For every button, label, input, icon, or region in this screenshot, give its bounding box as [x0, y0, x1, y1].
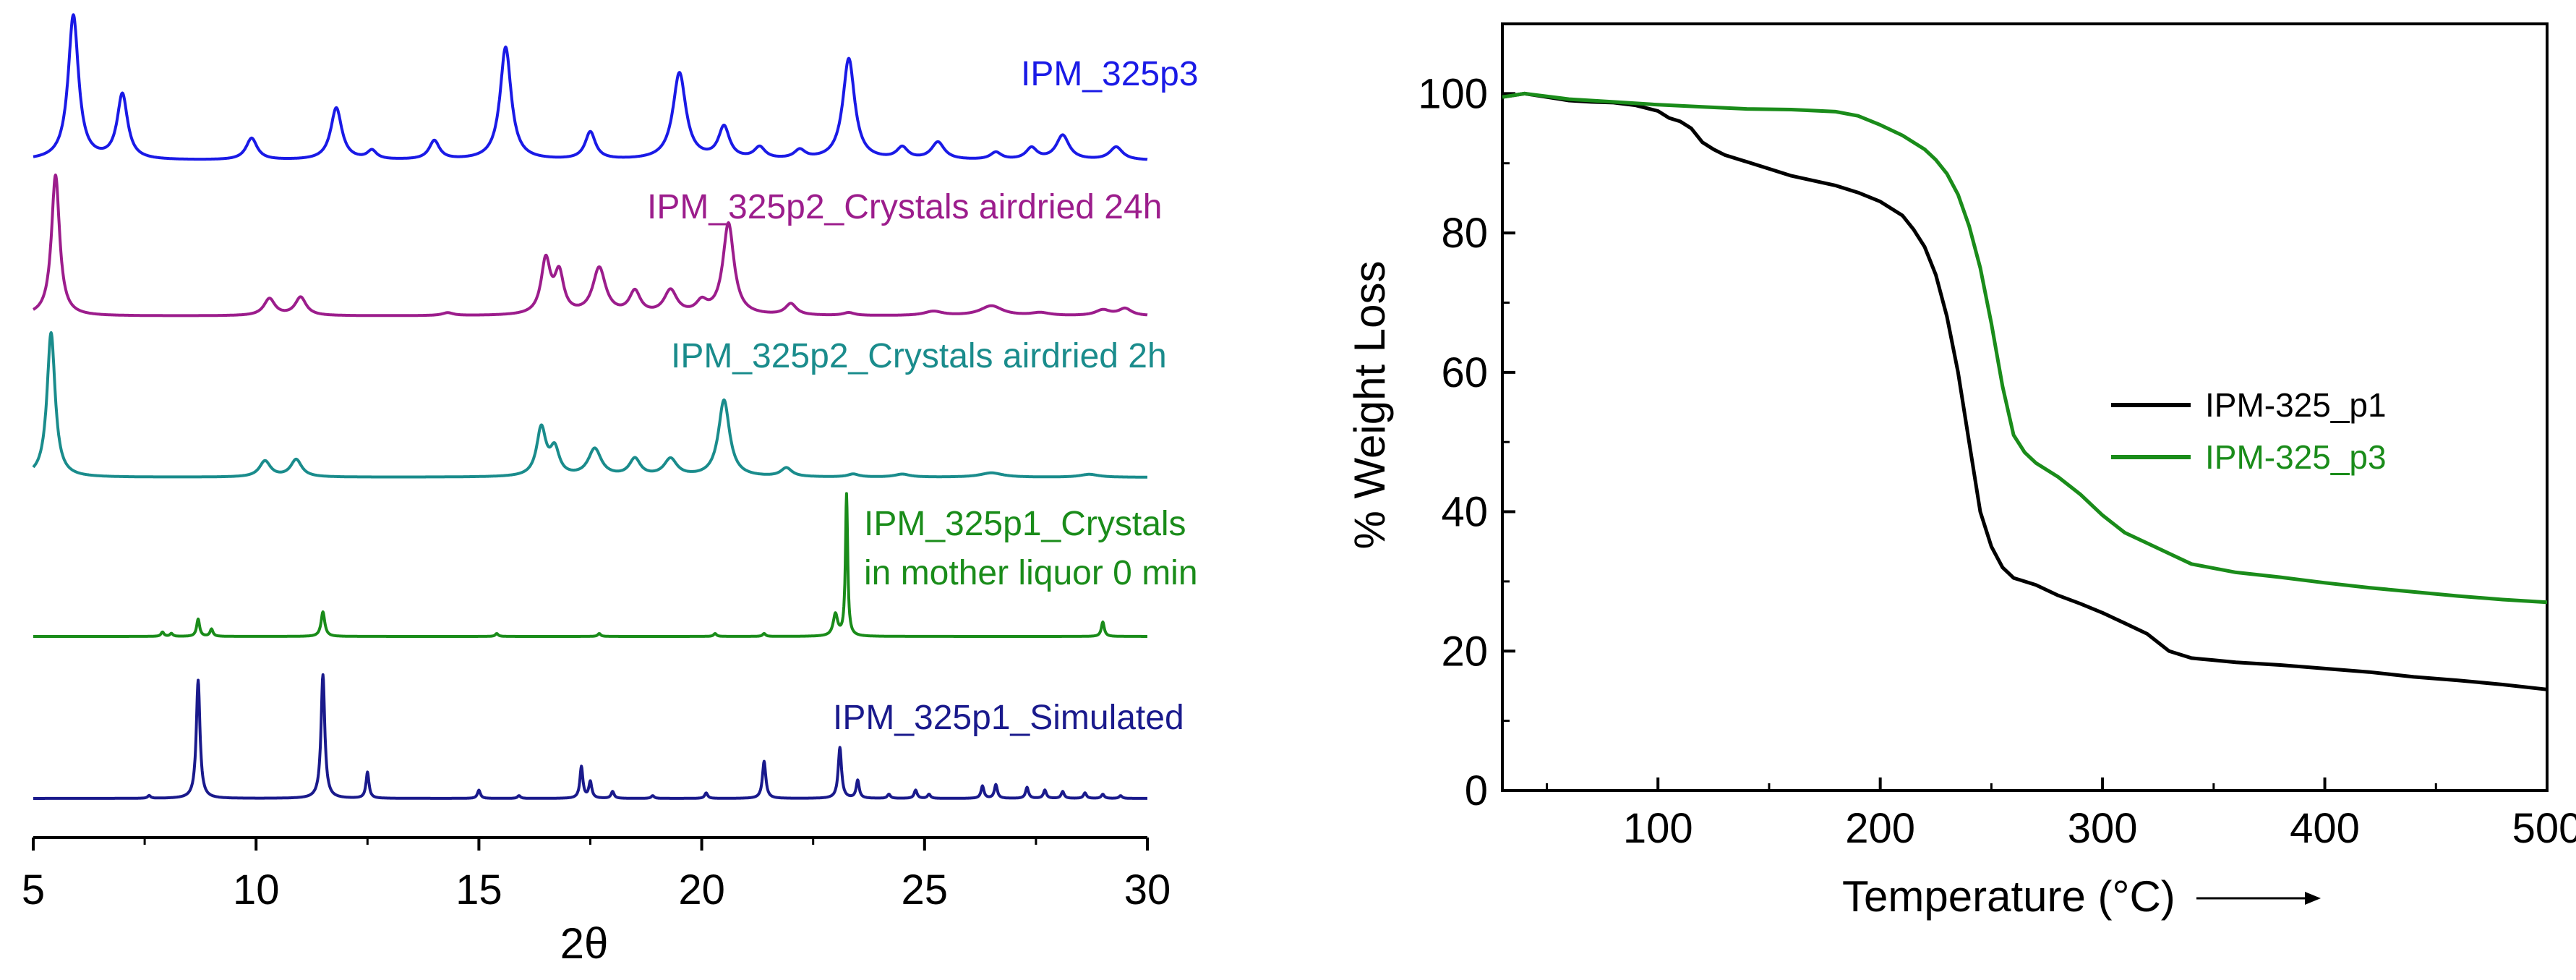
xrd-x-tick-label: 25	[902, 866, 949, 913]
xrd-x-ticks: 5 10 15 20 25 30	[22, 838, 1171, 913]
tga-y-axis-title: % Weight Loss	[1345, 260, 1394, 549]
series-label-ipm-325p2-2h: IPM_325p2_Crystals airdried 2h	[671, 337, 1167, 375]
tga-x-tick-label: 200	[1845, 805, 1915, 852]
series-label-ipm-325p1-crystals: IPM_325p1_Crystals	[864, 505, 1186, 543]
tga-series-line-2	[1502, 91, 2548, 605]
tga-x-tick-label: 400	[2290, 805, 2360, 852]
tga-x-tick-label: 300	[2068, 805, 2138, 852]
series-label-ipm-325p2-24h: IPM_325p2_Crystals airdried 24h	[647, 188, 1162, 226]
xrd-x-tick-label: 15	[455, 866, 502, 913]
series-label-ipm-325p1-mother-liquor: in mother liquor 0 min	[864, 554, 1198, 592]
tga-series-line-1	[1502, 91, 2548, 691]
xrd-trace-5	[32, 673, 1149, 800]
tga-y-tick-label: 20	[1441, 628, 1488, 675]
xrd-trace-1	[32, 13, 1149, 161]
tga-x-axis-title: Temperature (°C)	[1842, 872, 2175, 921]
tga-y-tick-label: 0	[1465, 767, 1488, 814]
xrd-trace-4	[32, 492, 1149, 638]
tga-legend: IPM-325_p1 IPM-325_p3	[2111, 386, 2387, 476]
series-label-ipm-325p3: IPM_325p3	[1021, 55, 1199, 93]
xrd-x-tick-label: 20	[678, 866, 725, 913]
tga-y-tick-label: 60	[1441, 349, 1488, 396]
xrd-trace-3	[32, 331, 1149, 479]
tga-panel: 100 200 300 400 500 0 20 40 60 80 100 IPM-325_p1 I…	[1345, 22, 2576, 921]
tga-lines	[1502, 91, 2548, 691]
tga-x-axis-arrow	[2196, 892, 2321, 905]
xrd-x-axis-title: 2θ	[560, 919, 609, 968]
xrd-trace-2	[32, 173, 1149, 318]
legend-label-ipm-325-p3: IPM-325_p3	[2205, 438, 2387, 476]
xrd-x-tick-label: 30	[1124, 866, 1171, 913]
tga-y-tick-label: 80	[1441, 210, 1488, 257]
xrd-traces	[32, 13, 1149, 800]
legend-label-ipm-325-p1: IPM-325_p1	[2205, 386, 2387, 424]
series-label-ipm-325p1-simulated: IPM_325p1_Simulated	[833, 699, 1184, 737]
tga-ticks: 100 200 300 400 500 0 20 40 60 80 100	[1418, 22, 2576, 852]
xrd-x-tick-label: 10	[233, 866, 280, 913]
tga-x-tick-label: 500	[2512, 805, 2576, 852]
tga-y-tick-label: 40	[1441, 489, 1488, 536]
xrd-x-tick-label: 5	[22, 866, 45, 913]
tga-y-tick-label: 100	[1418, 70, 1488, 117]
tga-plot-frame	[1501, 22, 2549, 792]
tga-x-tick-label: 100	[1623, 805, 1693, 852]
xrd-panel: 5 10 15 20 25 30 IPM_325p3 IPM_325p2_Crystals…	[22, 13, 1199, 968]
